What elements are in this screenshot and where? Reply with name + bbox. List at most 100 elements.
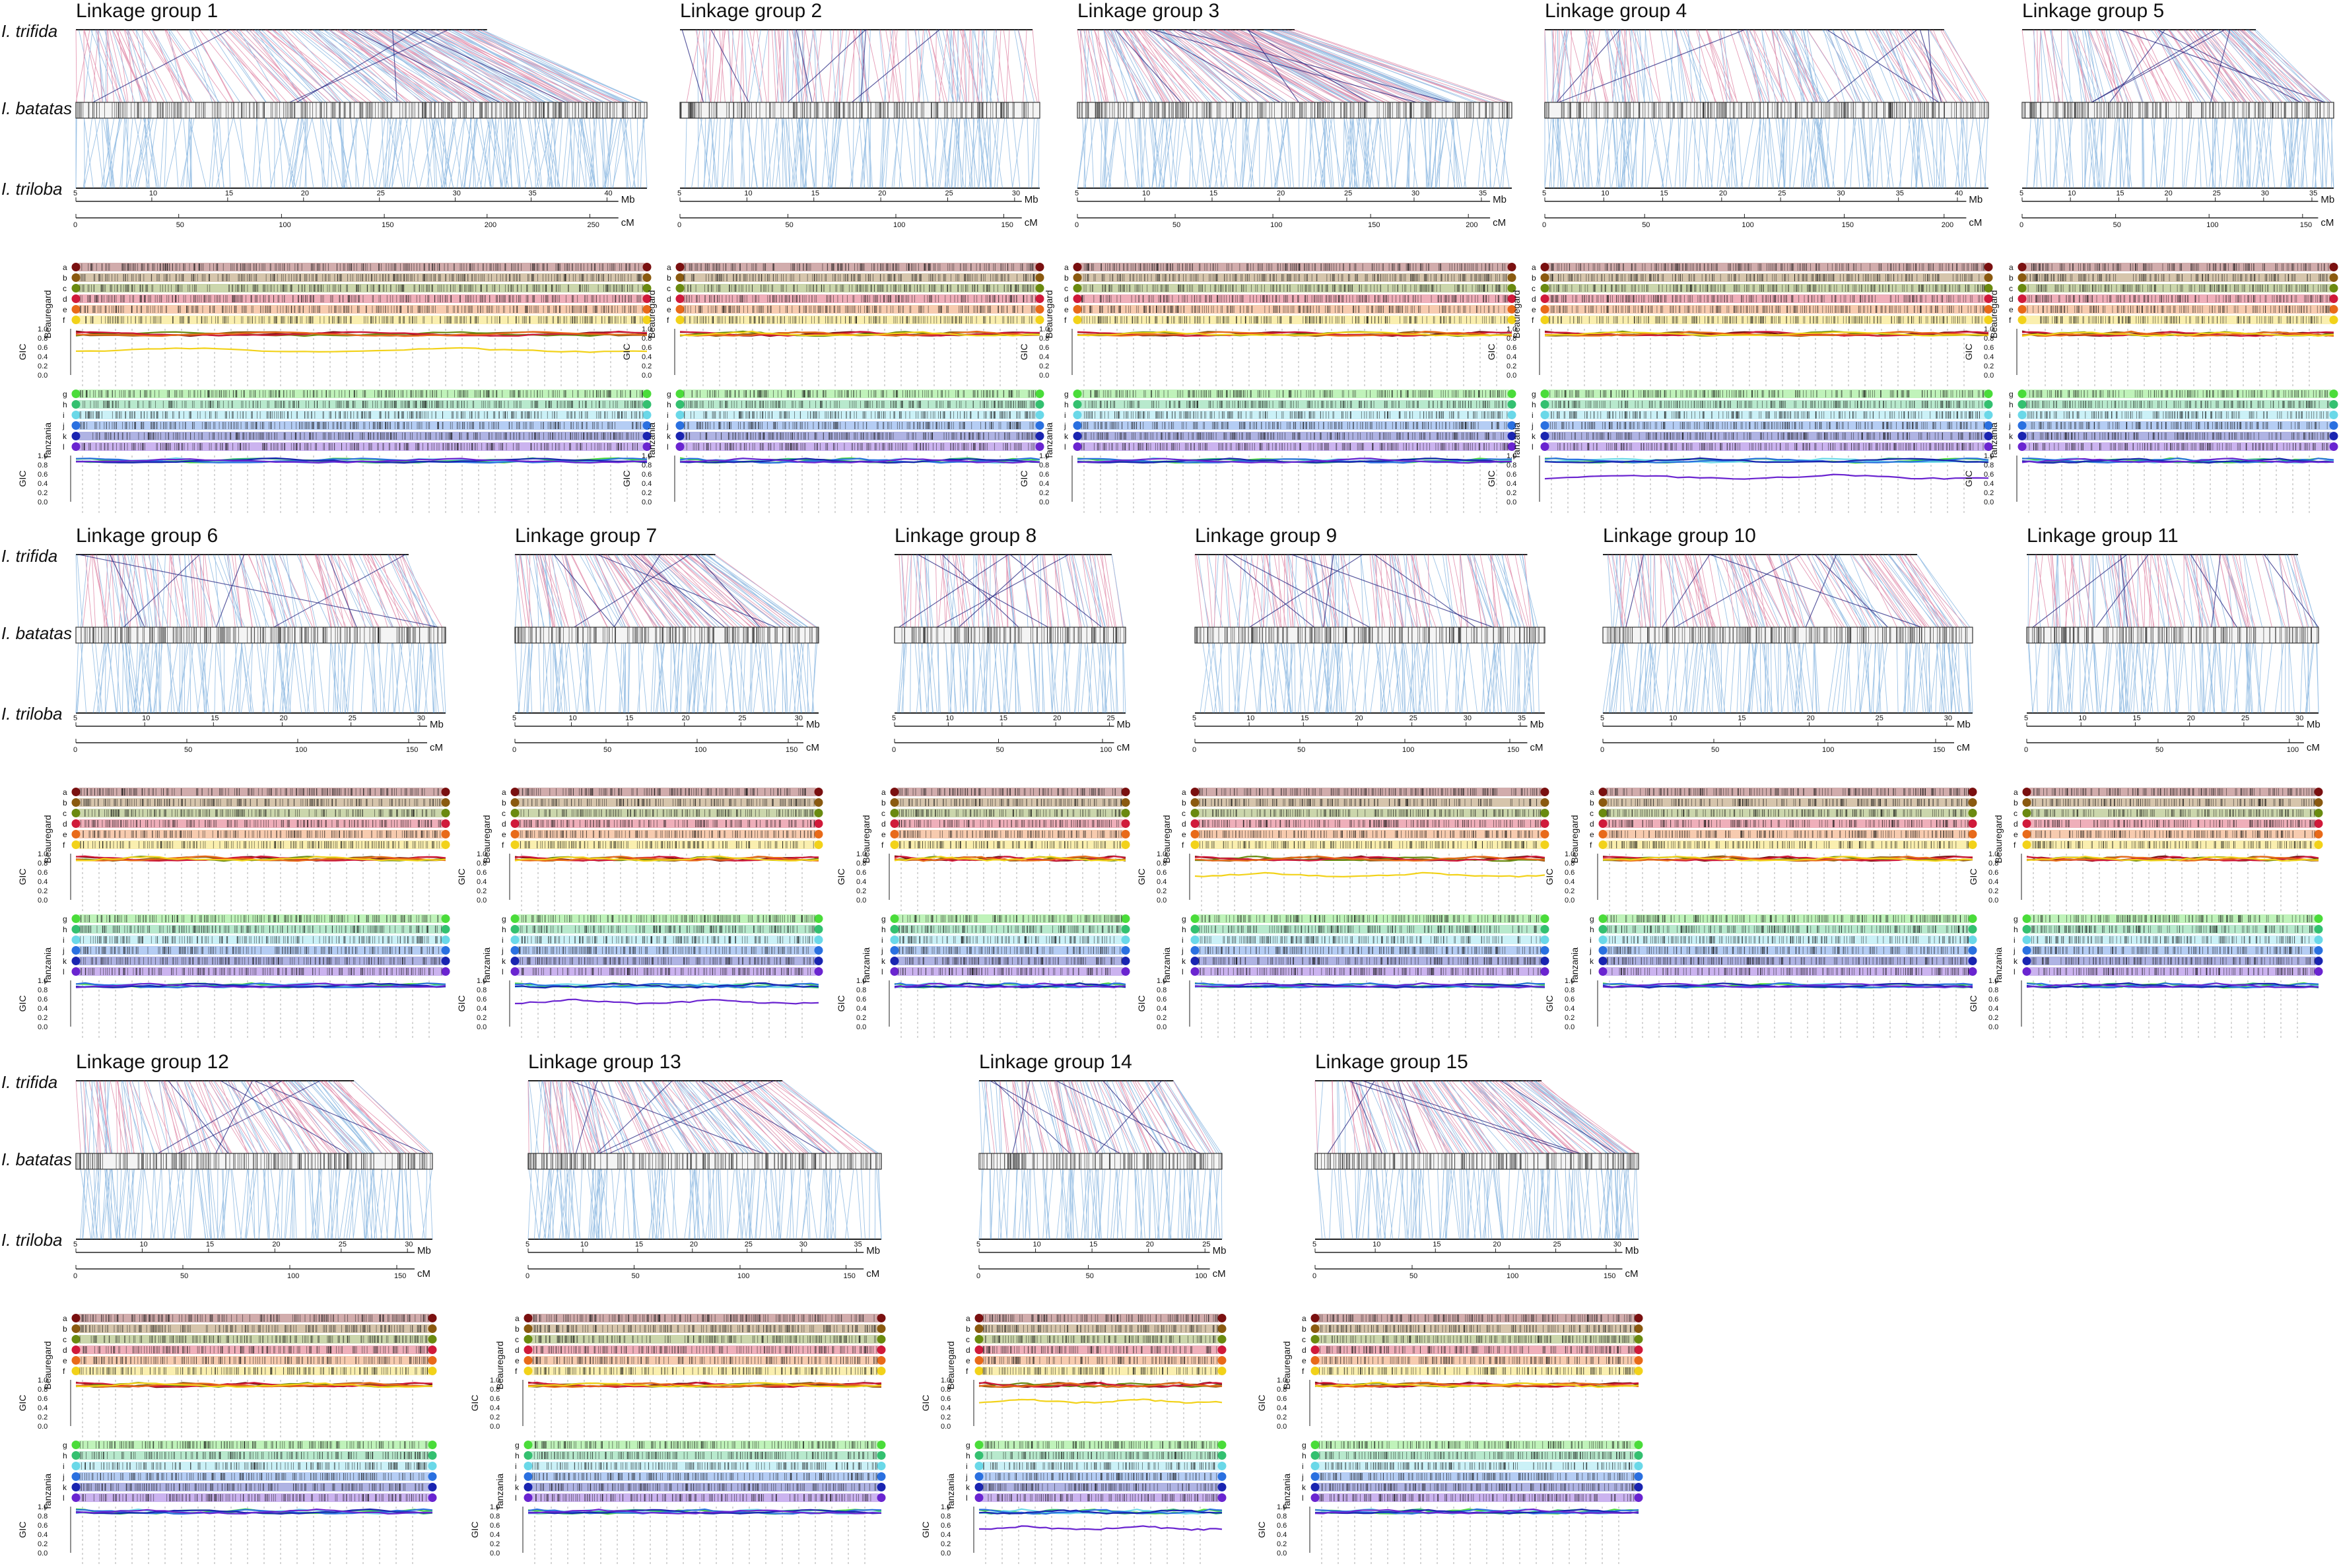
- synteny-line-trifida: [169, 30, 184, 102]
- synteny-line-triloba: [228, 118, 230, 188]
- homolog-cap-right: [643, 390, 652, 398]
- homolog-cap-right: [643, 263, 652, 271]
- synteny-line-trifida: [91, 30, 119, 102]
- cm-unit-label: cM: [1025, 217, 1038, 228]
- synteny-line-triloba: [525, 118, 540, 188]
- homolog-bar: [76, 305, 647, 314]
- synteny-line-triloba: [360, 118, 375, 188]
- synteny-line-trifida: [965, 30, 979, 102]
- homolog-bar: [76, 421, 647, 430]
- synteny-line-triloba: [599, 118, 606, 188]
- mb-tick-label: 5: [677, 189, 681, 197]
- cm-tick-label: 150: [1001, 221, 1013, 229]
- synteny-line-trifida: [837, 30, 841, 102]
- synteny-line-triloba: [240, 118, 246, 188]
- cm-tick-label: 150: [382, 221, 393, 229]
- homolog-cap-right: [643, 400, 652, 409]
- cm-tick-label: 50: [786, 221, 794, 229]
- homolog-label: h: [63, 400, 67, 409]
- synteny-line-trifida: [947, 30, 964, 102]
- mb-tick-label: 15: [811, 189, 819, 197]
- species-label-triloba: I. triloba: [1, 704, 63, 724]
- synteny-line-triloba: [850, 118, 861, 188]
- synteny-line-trifida: [1006, 30, 1009, 102]
- homolog-bar: [76, 400, 647, 409]
- synteny-line-triloba: [906, 118, 914, 188]
- mb-tick-label: 15: [225, 189, 233, 197]
- mb-tick-label: 30: [453, 189, 461, 197]
- synteny-line-trifida: [929, 30, 944, 102]
- homolog-cap-left: [676, 263, 685, 271]
- mb-tick-label: 35: [529, 189, 537, 197]
- homolog-label: b: [63, 273, 67, 283]
- synteny-line-triloba: [1027, 118, 1029, 188]
- linkage-group-title: Linkage group 1: [76, 0, 218, 22]
- synteny-line-triloba: [1006, 118, 1012, 188]
- synteny-line-triloba: [149, 118, 156, 188]
- synteny-line-triloba: [293, 118, 302, 188]
- mb-tick-label: 40: [604, 189, 612, 197]
- synteny-line-trifida: [462, 30, 599, 102]
- synteny-line-triloba: [924, 118, 933, 188]
- homolog-label: d: [63, 294, 67, 304]
- synteny-line-trifida: [745, 30, 747, 102]
- synteny-line-triloba: [520, 118, 526, 188]
- gic-tick-label: 0.6: [38, 344, 48, 352]
- synteny-line-triloba: [580, 118, 593, 188]
- homolog-cap-left: [72, 411, 81, 419]
- synteny-line-triloba: [692, 118, 702, 188]
- synteny-line-triloba: [977, 118, 986, 188]
- synteny-line-trifida: [165, 30, 215, 102]
- synteny-line-trifida: [919, 30, 925, 102]
- synteny-line-trifida: [867, 30, 883, 102]
- homolog-label: j: [62, 421, 65, 430]
- cm-tick-label: 0: [677, 221, 681, 229]
- synteny-line-trifida: [960, 30, 964, 102]
- synteny-line-triloba: [321, 118, 323, 188]
- cm-tick-label: 200: [485, 221, 496, 229]
- synteny-line-triloba: [722, 118, 726, 188]
- homolog-label: c: [63, 284, 67, 293]
- species-label-triloba: I. triloba: [1, 1230, 63, 1250]
- gic-tick-label: 1.0: [38, 452, 48, 460]
- homolog-label: i: [63, 411, 65, 420]
- gic-tick-label: 0.4: [38, 353, 48, 361]
- homolog-cap-left: [72, 284, 81, 292]
- synteny-line-trifida: [747, 30, 755, 102]
- homolog-cap-left: [72, 273, 81, 282]
- synteny-line-triloba: [449, 118, 464, 188]
- synteny-line-triloba: [761, 118, 763, 188]
- homolog-label: a: [667, 263, 671, 272]
- synteny-line-triloba: [772, 118, 778, 188]
- synteny-line-triloba: [270, 118, 287, 188]
- gic-axis-label: GIC: [17, 471, 28, 487]
- synteny-line-triloba: [477, 118, 489, 188]
- gic-tick-label: 0.2: [38, 489, 48, 497]
- synteny-line-triloba: [892, 118, 900, 188]
- synteny-line-triloba: [212, 118, 218, 188]
- homolog-bar: [76, 273, 647, 282]
- synteny-line-trifida: [786, 30, 787, 102]
- synteny-line-triloba: [257, 118, 266, 188]
- mb-tick-label: 25: [945, 189, 953, 197]
- synteny-line-triloba: [120, 118, 127, 188]
- cm-tick-label: 100: [279, 221, 290, 229]
- gic-tick-label: 1.0: [38, 325, 48, 333]
- cm-tick-label: 50: [176, 221, 184, 229]
- synteny-line-trifida: [1003, 30, 1013, 102]
- synteny-line-trifida: [710, 30, 711, 102]
- synteny-line-trifida: [84, 30, 92, 102]
- synteny-line-trifida: [918, 30, 923, 102]
- synteny-line-trifida: [711, 30, 714, 102]
- synteny-line-trifida: [476, 30, 624, 102]
- synteny-line-triloba: [562, 118, 568, 188]
- synteny-line-triloba: [493, 118, 496, 188]
- synteny-line-triloba: [285, 118, 298, 188]
- synteny-line-triloba: [520, 118, 532, 188]
- synteny-line-triloba: [853, 118, 854, 188]
